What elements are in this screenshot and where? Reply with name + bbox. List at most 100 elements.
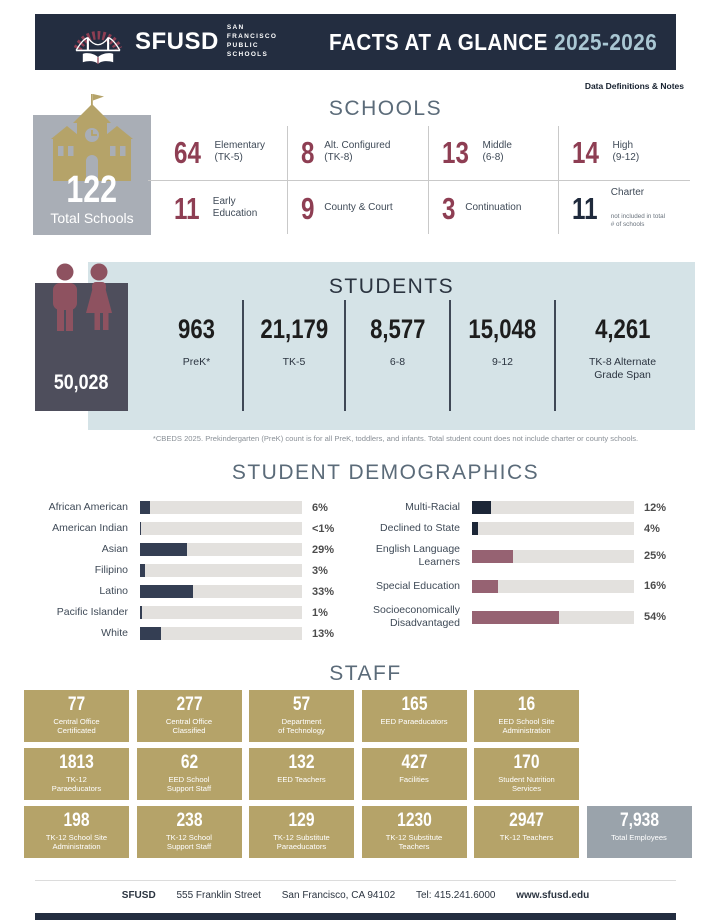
charter-note: not included in total # of schools <box>610 213 666 228</box>
demo-row-special-education: Special Education 16% <box>375 579 667 593</box>
divider <box>148 180 690 181</box>
staff-box-student-nutrition-services: 170 Student Nutrition Services <box>474 748 579 800</box>
demo-row-latino: Latino 33% <box>99 585 335 598</box>
demo-row-filipino: Filipino 3% <box>94 564 328 577</box>
staff-box-central-office-classified: 277 Central Office Classified <box>136 690 242 742</box>
demo-row-socioeconomically-disadvantaged: Socioeconomically Disadvantaged 54% <box>373 604 667 629</box>
bar-fill <box>140 564 145 577</box>
demo-row-declined-to-state: Declined to State 4% <box>380 522 660 535</box>
bar-track <box>472 501 634 514</box>
schools-section-title: SCHOOLS <box>328 97 443 120</box>
staff-box-tk12-substitute-paraeducators: 129 TK-12 Substitute Paraeducators <box>249 806 354 858</box>
bottom-brand-bar <box>35 913 676 920</box>
students-stats-row: 963 PreK* 21,179 TK-5 8,577 6-8 15,048 9… <box>150 300 690 415</box>
staff-box-tk12-school-support-staff: 238 TK-12 School Support Staff <box>136 806 242 858</box>
bar-fill <box>140 606 142 619</box>
footer-brand: SFUSD <box>121 890 156 901</box>
student-stat-tk5: 21,179 TK-5 <box>243 300 346 415</box>
school-stat-elementary: 64 Elementary (TK-5) <box>174 134 266 170</box>
staff-box-eed-school-support-staff: 62 EED School Support Staff <box>136 748 242 800</box>
staff-box-tk12-paraeducators: 1813 TK-12 Paraeducators <box>24 748 129 800</box>
demo-row-african-american: African American 6% <box>48 501 328 514</box>
students-people-icon <box>52 263 112 331</box>
bar-track <box>140 501 302 514</box>
demo-row-american-indian: American Indian <1% <box>52 522 335 535</box>
staff-box-central-office-certificated: 77 Central Office Certificated <box>24 690 129 742</box>
students-section-title: STUDENTS <box>328 275 455 298</box>
school-stat-continuation: 3 Continuation <box>442 190 522 226</box>
staff-box-tk12-teachers: 2947 TK-12 Teachers <box>474 806 579 858</box>
school-stat-middle: 13 Middle (6-8) <box>442 134 512 170</box>
bar-fill <box>140 501 150 514</box>
total-students-value: 50,028 <box>54 371 109 394</box>
data-definitions-link[interactable]: Data Definitions & Notes <box>584 81 684 91</box>
bar-track <box>472 579 634 593</box>
bar-fill <box>472 522 479 535</box>
bar-track <box>140 585 302 598</box>
bar-track <box>140 606 302 619</box>
total-schools-card: 122 Total Schools <box>33 94 151 235</box>
sfusd-logo-icon <box>73 31 123 64</box>
footer-address-city: San Francisco, CA 94102 <box>281 890 396 901</box>
schools-stats-grid: 64 Elementary (TK-5) 8 Alt. Configured (… <box>148 124 690 236</box>
total-schools-value: 122 <box>66 169 118 211</box>
staff-box-tk12-substitute-teachers: 1230 TK-12 Substitute Teachers <box>361 806 467 858</box>
header-bar: SFUSD SAN FRANCISCO PUBLIC SCHOOLS FACTS… <box>35 14 676 70</box>
footer: SFUSD 555 Franklin Street San Francisco,… <box>0 890 711 901</box>
student-stat-9-12: 15,048 9-12 <box>450 300 556 415</box>
total-students-card: 50,028 <box>35 263 128 411</box>
students-footnote: *CBEDS 2025. Prekindergarten (PreK) coun… <box>152 434 639 443</box>
school-stat-alt-configured: 8 Alt. Configured (TK-8) <box>301 134 391 170</box>
bar-fill <box>140 543 187 556</box>
staff-box-eed-school-site-administration: 16 EED School Site Administration <box>474 690 579 742</box>
bar-fill <box>472 579 498 593</box>
demo-row-white: White 13% <box>101 627 335 640</box>
staff-box-eed-teachers: 132 EED Teachers <box>249 748 354 800</box>
demo-row-asian: Asian 29% <box>101 543 335 556</box>
bar-fill <box>472 610 560 624</box>
school-stat-charter: 11 Charter not included in total # of sc… <box>572 187 666 228</box>
total-schools-label: Total Schools <box>50 210 134 226</box>
student-stat-6-8: 8,577 6-8 <box>345 300 451 415</box>
staff-section-title: STAFF <box>329 662 402 685</box>
demographics-right-chart: Multi-Racial 12% Declined to State 4% En… <box>332 497 700 635</box>
students-panel: STUDENTS <box>88 262 695 430</box>
grid-spacer <box>587 690 692 742</box>
brand-lockup: SFUSD SAN FRANCISCO PUBLIC SCHOOLS <box>135 24 277 59</box>
bar-track <box>472 610 634 624</box>
demographics-section-title: STUDENT DEMOGRAPHICS <box>231 461 540 484</box>
brand-name: SFUSD <box>135 28 219 55</box>
bar-fill <box>140 627 162 640</box>
school-stat-county-court: 9 County & Court <box>301 190 393 226</box>
footer-divider <box>35 880 676 881</box>
brand-subtitle: SAN FRANCISCO PUBLIC SCHOOLS <box>226 24 278 58</box>
bar-fill <box>472 501 492 514</box>
page-title: FACTS AT A GLANCE 2025-2026 <box>329 28 658 55</box>
bar-track <box>140 522 302 535</box>
school-stat-high: 14 High (9-12) <box>572 134 640 170</box>
school-stat-early-education: 11 Early Education <box>174 190 258 226</box>
staff-box-department-of-technology: 57 Department of Technology <box>249 690 354 742</box>
bar-fill <box>140 522 142 535</box>
demo-row-english-language-learners: English Language Learners 25% <box>375 543 667 568</box>
bar-fill <box>472 549 513 563</box>
staff-box-total-employees: 7,938 Total Employees <box>586 806 692 858</box>
demographics-left-chart: African American 6% American Indian <1% … <box>0 497 335 644</box>
bar-track <box>472 522 634 535</box>
footer-phone: Tel: 415.241.6000 <box>415 890 496 901</box>
demo-row-multi-racial: Multi-Racial 12% <box>405 501 667 514</box>
staff-box-tk12-school-site-administration: 198 TK-12 School Site Administration <box>24 806 129 858</box>
bar-track <box>140 543 302 556</box>
footer-website-link[interactable]: www.sfusd.edu <box>516 890 590 901</box>
bar-track <box>140 564 302 577</box>
demo-row-pacific-islander: Pacific Islander 1% <box>56 606 328 619</box>
footer-address-street: 555 Franklin Street <box>176 890 261 901</box>
student-stat-prek: 963 PreK* <box>150 300 244 415</box>
bar-track <box>472 549 634 563</box>
school-year: 2025-2026 <box>554 28 658 55</box>
staff-box-eed-paraeducators: 165 EED Paraeducators <box>361 690 467 742</box>
school-building-icon <box>51 94 133 181</box>
bar-fill <box>140 585 194 598</box>
student-stat-tk8-alternate: 4,261 TK-8 Alternate Grade Span <box>588 314 657 382</box>
